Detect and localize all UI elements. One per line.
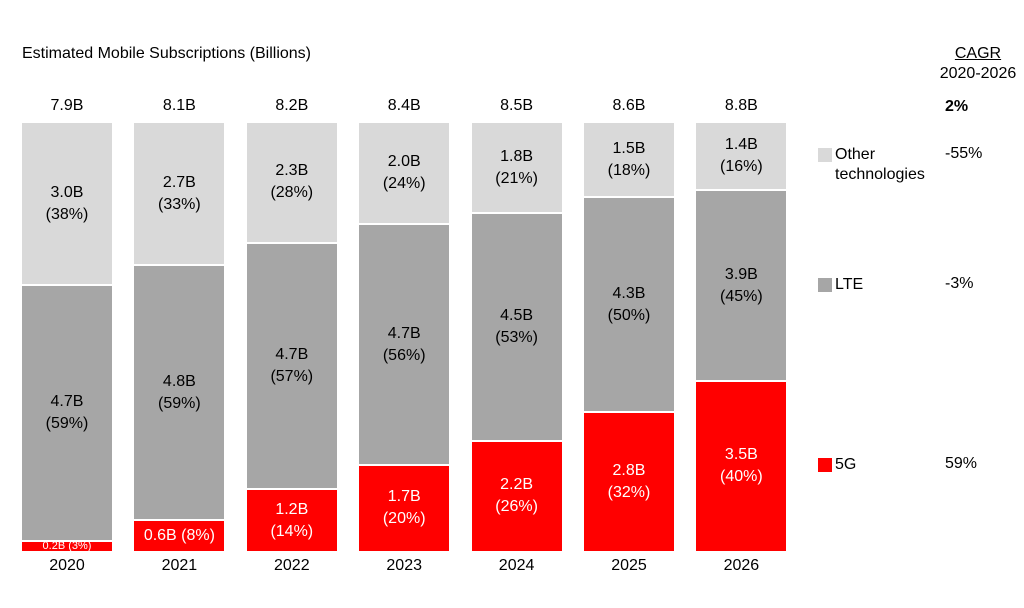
legend-label: 5G: [835, 456, 857, 474]
legend-swatch: [818, 277, 832, 292]
data-label: 1.8B (21%): [495, 147, 538, 187]
data-label: 3.5B (40%): [720, 446, 763, 486]
data-label: 4.7B (59%): [45, 393, 89, 433]
data-label: 2.8B (32%): [607, 462, 651, 501]
data-label: 2.0B (24%): [382, 153, 426, 193]
bar-segment: 1.8B (21%): [471, 121, 562, 213]
data-label: 0.2B (3%): [42, 540, 92, 553]
bar-segment: 4.8B (59%): [134, 264, 225, 520]
data-label: 1.2B (14%): [270, 500, 314, 540]
total-cagr: 2%: [945, 98, 969, 115]
data-label: 3.9B (45%): [720, 265, 763, 305]
total-label: 8.5B: [500, 97, 534, 114]
x-tick-label: 2025: [611, 557, 647, 574]
bar-segment: 4.7B (57%): [246, 241, 337, 489]
bar-segment: 3.5B (40%): [696, 379, 787, 551]
data-label: 0.6B (8%): [143, 527, 215, 545]
bar-segment: 0.6B (8%): [134, 519, 225, 551]
x-tick-label: 2020: [49, 557, 85, 574]
data-label: 1.4B (16%): [720, 136, 763, 176]
cagr-period: 2020-2026: [939, 65, 1017, 82]
legend-swatch: [818, 458, 832, 473]
bar-segment: 3.9B (45%): [696, 189, 787, 380]
data-label: 2.7B (33%): [158, 173, 201, 213]
total-label: 8.8B: [724, 97, 758, 114]
data-label: 3.0B (38%): [45, 183, 89, 223]
data-label: 4.3B (50%): [607, 284, 651, 324]
bar-segment: 3.0B (38%): [22, 121, 112, 285]
chart-title: Estimated Mobile Subscriptions (Billions…: [22, 45, 311, 62]
data-label: 4.5B (53%): [495, 306, 538, 346]
total-label: 8.6B: [612, 97, 646, 114]
bar-segment: 1.4B (16%): [696, 121, 787, 190]
x-tick-label: 2023: [386, 557, 422, 574]
data-label: 4.7B (56%): [382, 324, 426, 364]
bar-segment: 2.8B (32%): [584, 411, 674, 551]
total-label: 8.4B: [387, 97, 421, 114]
data-label: 1.7B (20%): [382, 488, 426, 528]
bar-segment: 2.3B (28%): [246, 121, 337, 242]
bar-segment: 4.3B (50%): [584, 196, 674, 411]
legend-label: LTE: [835, 275, 864, 293]
x-tick-label: 2021: [161, 557, 198, 574]
bar-segment: 1.7B (20%): [359, 463, 450, 551]
cagr-value: -55%: [945, 145, 983, 163]
bar-segment: 4.5B (53%): [471, 212, 562, 440]
x-tick-label: 2026: [723, 557, 760, 574]
total-label: 7.9B: [50, 97, 84, 114]
bar-segment: 1.2B (14%): [246, 488, 337, 551]
bar-segment: 4.7B (56%): [359, 223, 450, 464]
data-label: 2.3B (28%): [270, 162, 314, 202]
bar-segment: 2.7B (33%): [134, 121, 225, 265]
cagr-value: -3%: [945, 274, 974, 292]
bar-segment: 0.2B (3%): [22, 540, 112, 553]
total-label: 8.2B: [275, 97, 309, 114]
x-tick-label: 2022: [274, 557, 310, 574]
data-label: 4.7B (57%): [270, 345, 314, 385]
data-label: 2.2B (26%): [495, 476, 538, 516]
bar-segment: 4.7B (59%): [22, 284, 112, 541]
bar-segment: 2.2B (26%): [471, 439, 562, 551]
legend-swatch: [818, 148, 832, 163]
x-tick-label: 2024: [498, 557, 535, 574]
total-label: 8.1B: [162, 97, 196, 114]
bar-segment: 2.0B (24%): [359, 121, 450, 224]
legend-label: Other technologies: [835, 146, 925, 184]
cagr-value: 59%: [945, 455, 978, 473]
cagr-title: CAGR: [954, 45, 1002, 62]
bar-segment: 1.5B (18%): [584, 121, 674, 196]
data-label: 4.8B (59%): [158, 372, 201, 412]
data-label: 1.5B (18%): [607, 139, 651, 179]
